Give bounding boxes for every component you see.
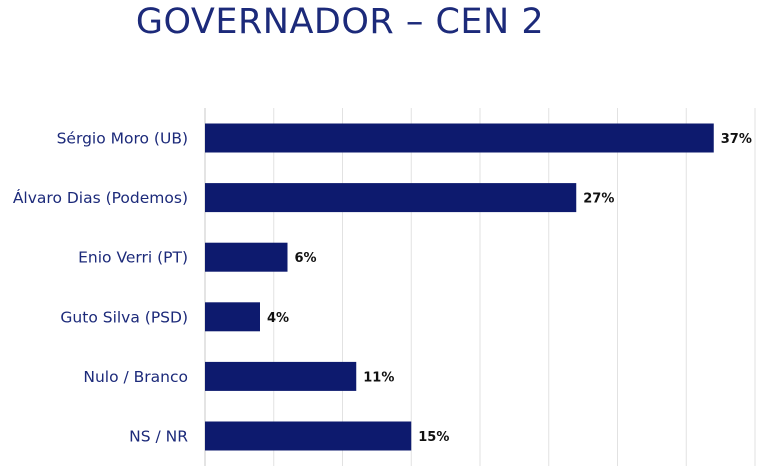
- bar: [205, 183, 577, 213]
- value-labels: 37% 27% 6% 4% 11% 15%: [267, 132, 752, 445]
- value-label: 15%: [418, 430, 449, 445]
- category-label: Sérgio Moro (UB): [57, 130, 188, 148]
- value-label: 37%: [721, 132, 752, 147]
- category-labels: Sérgio Moro (UB) Álvaro Dias (Podemos) Eni…: [13, 130, 188, 446]
- category-label: NS / NR: [129, 428, 188, 446]
- bar: [205, 242, 288, 272]
- bar: [205, 361, 357, 391]
- bar: [205, 302, 260, 332]
- category-label: Álvaro Dias (Podemos): [13, 188, 188, 207]
- category-label: Enio Verri (PT): [78, 249, 188, 267]
- bar: [205, 421, 412, 451]
- value-label: 27%: [583, 192, 614, 207]
- chart-title: GOVERNADOR – CEN 2: [135, 2, 545, 42]
- value-label: 11%: [363, 370, 394, 385]
- gridlines: [204, 108, 756, 466]
- bar: [205, 123, 714, 153]
- bars: [205, 123, 714, 451]
- value-label: 4%: [267, 311, 289, 326]
- category-label: Nulo / Branco: [83, 368, 188, 386]
- category-label: Guto Silva (PSD): [60, 308, 188, 326]
- value-label: 6%: [295, 251, 317, 266]
